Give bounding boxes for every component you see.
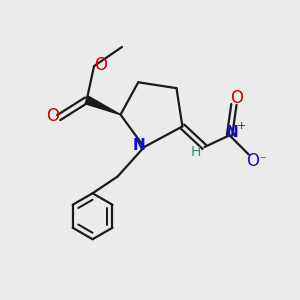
Text: +: + xyxy=(237,121,247,131)
Text: O: O xyxy=(230,89,243,107)
Polygon shape xyxy=(85,96,121,115)
Text: ⁻: ⁻ xyxy=(260,154,266,167)
Text: N: N xyxy=(132,138,145,153)
Text: O: O xyxy=(94,56,107,74)
Text: N: N xyxy=(226,125,238,140)
Text: H: H xyxy=(191,146,201,159)
Text: O: O xyxy=(46,107,59,125)
Text: O: O xyxy=(246,152,259,170)
